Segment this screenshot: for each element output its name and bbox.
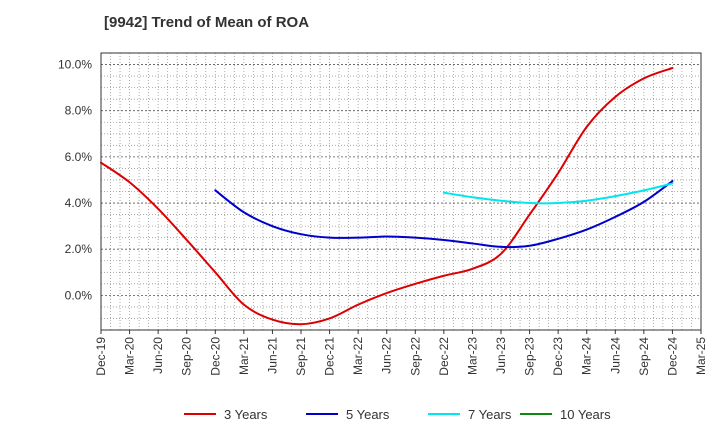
x-tick-label: Mar-25	[694, 337, 708, 375]
legend-label: 3 Years	[224, 407, 268, 422]
x-tick-label: Dec-23	[551, 337, 565, 376]
x-tick-label: Sep-21	[294, 337, 308, 376]
x-tick-label: Jun-20	[151, 337, 165, 374]
x-tick-label: Mar-21	[237, 337, 251, 375]
legend-label: 7 Years	[468, 407, 512, 422]
x-tick-label: Jun-21	[265, 337, 279, 374]
y-tick-label: 2.0%	[65, 242, 93, 256]
y-tick-label: 6.0%	[65, 150, 93, 164]
x-tick-label: Dec-19	[94, 337, 108, 376]
grid-lines	[101, 52, 701, 331]
y-axis-ticks: 0.0% 2.0% 4.0% 6.0% 8.0% 10.0%	[58, 58, 92, 303]
x-tick-label: Mar-22	[351, 337, 365, 375]
legend-label: 10 Years	[560, 407, 611, 422]
x-tick-label: Sep-22	[408, 337, 422, 376]
chart-title: [9942] Trend of Mean of ROA	[104, 14, 310, 31]
y-tick-label: 8.0%	[65, 104, 93, 118]
legend: 3 Years 5 Years 7 Years 10 Years	[184, 407, 611, 422]
plot-border	[100, 52, 702, 331]
x-axis-ticks: Dec-19 Mar-20 Jun-20 Sep-20 Dec-20 Mar-21 Jun-…	[94, 330, 708, 376]
legend-label: 5 Years	[346, 407, 390, 422]
x-tick-label: Jun-22	[380, 337, 394, 374]
x-tick-label: Mar-20	[123, 337, 137, 375]
x-tick-label: Sep-24	[637, 337, 651, 376]
x-tick-label: Dec-22	[437, 337, 451, 376]
x-tick-label: Dec-24	[665, 337, 679, 376]
y-tick-label: 0.0%	[65, 288, 93, 302]
x-tick-label: Jun-24	[608, 337, 622, 374]
series-lines	[100, 67, 674, 326]
x-tick-label: Dec-20	[208, 337, 222, 376]
x-tick-label: Mar-24	[580, 337, 594, 375]
x-tick-label: Sep-23	[523, 337, 537, 376]
x-tick-label: Dec-21	[323, 337, 337, 376]
y-tick-label: 4.0%	[65, 196, 93, 210]
x-tick-label: Jun-23	[494, 337, 508, 374]
series-line-3-years	[100, 67, 674, 326]
series-line-5-years	[214, 180, 674, 249]
y-tick-label: 10.0%	[58, 58, 92, 72]
x-tick-label: Sep-20	[180, 337, 194, 376]
series-line-7-years	[442, 182, 674, 205]
x-tick-label: Mar-23	[465, 337, 479, 375]
